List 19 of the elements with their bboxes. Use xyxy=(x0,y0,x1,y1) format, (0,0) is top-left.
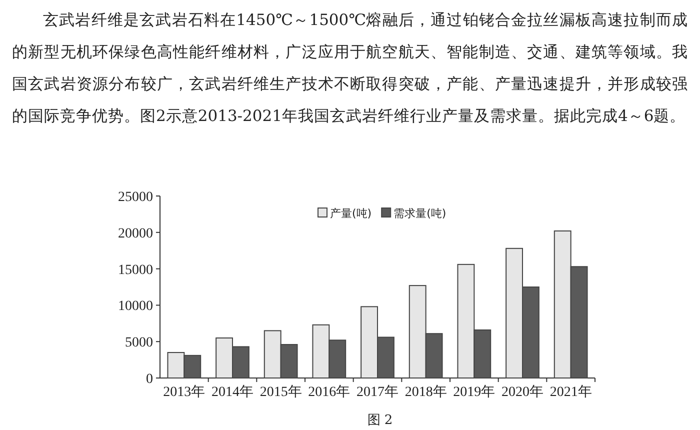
y-tick-label: 25000 xyxy=(118,190,153,205)
x-tick-label: 2015年 xyxy=(260,384,302,400)
y-tick-label: 5000 xyxy=(125,336,153,351)
legend-label: 产量(吨) xyxy=(330,207,372,220)
y-tick-label: 10000 xyxy=(118,299,153,314)
legend-label: 需求量(吨) xyxy=(394,207,446,220)
x-tick-label: 2021年 xyxy=(550,384,592,400)
y-tick-label: 20000 xyxy=(118,226,153,242)
x-tick-label: 2013年 xyxy=(163,384,206,400)
x-tick-label: 2018年 xyxy=(404,384,447,400)
y-tick-label: 15000 xyxy=(118,262,153,278)
x-tick-label: 2020年 xyxy=(502,384,544,400)
x-tick-label: 2014年 xyxy=(212,384,254,400)
x-tick-label: 2017年 xyxy=(356,384,398,400)
y-tick-label: 0 xyxy=(146,372,153,387)
text: 玄武岩纤维是玄武岩石料在1450℃～1500℃熔融后，通过铂铑合金拉丝漏板高速拉制而成的新型无机环保绿色高性能纤维材料，广泛应用于航空航天、智能制造、交通、建筑等领域。我国玄武岩资源分布较广，玄武岩纤维生产技术不断取得突破，产能、产量迅速提升，并形成较强的国际竞争优势。图2示意2013-2021年我国玄武岩纤维行业产量及需求量。据此完成4～6题。 xyxy=(12,10,688,127)
x-tick-label: 2016年 xyxy=(308,384,350,400)
caption: 图 2 xyxy=(367,413,393,428)
x-tick-label: 2019年 xyxy=(453,384,496,400)
